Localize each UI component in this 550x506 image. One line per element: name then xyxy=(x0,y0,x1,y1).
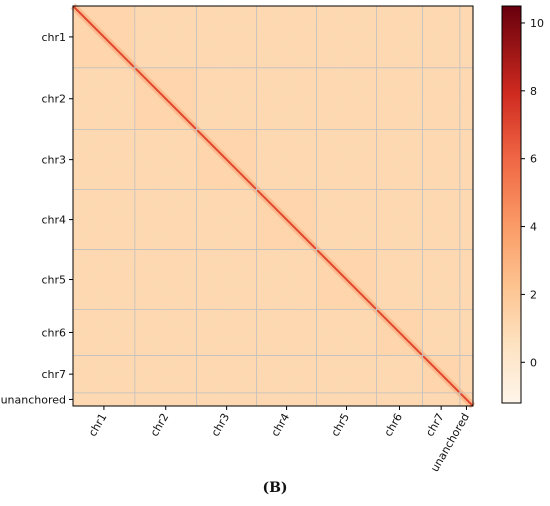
y-tick-label: chr6 xyxy=(41,326,66,339)
colorbar-tick-label: 10 xyxy=(530,17,544,30)
y-tick-label: chr5 xyxy=(41,274,66,287)
colorbar-tick-label: 4 xyxy=(530,221,537,234)
diagonal-line xyxy=(72,5,474,407)
y-tick-label: chr1 xyxy=(41,31,66,44)
y-tick-label: unanchored xyxy=(1,393,66,406)
x-tick-label: chr2 xyxy=(148,411,172,439)
y-tick-label: chr2 xyxy=(41,93,66,106)
y-tick-label: chr4 xyxy=(41,214,66,227)
x-tick-label: chr3 xyxy=(209,411,233,439)
x-tick-label: chr6 xyxy=(382,411,406,439)
y-tick-label: chr7 xyxy=(41,368,66,381)
colorbar-tick-label: 0 xyxy=(530,356,537,369)
colorbar-tick-label: 8 xyxy=(530,85,537,98)
heatmap: chr1 chr1 chr2 chr2 chr3 chr3 chr4 chr4 chr5 chr5… xyxy=(1,3,476,474)
x-tick-label: chr7 xyxy=(423,411,447,439)
panel-label: (B) xyxy=(262,480,288,496)
plot-frame xyxy=(72,5,474,407)
colorbar: 0 2 4 6 8 10 xyxy=(501,5,544,404)
x-tick-label: chr1 xyxy=(86,411,110,439)
x-tick-label: chr4 xyxy=(269,411,293,439)
colorbar-gradient xyxy=(501,5,522,404)
colorbar-tick-label: 2 xyxy=(530,288,537,301)
y-tick-label: chr3 xyxy=(41,154,66,167)
colorbar-tick-label: 6 xyxy=(530,153,537,166)
x-tick-label: chr5 xyxy=(329,411,353,439)
